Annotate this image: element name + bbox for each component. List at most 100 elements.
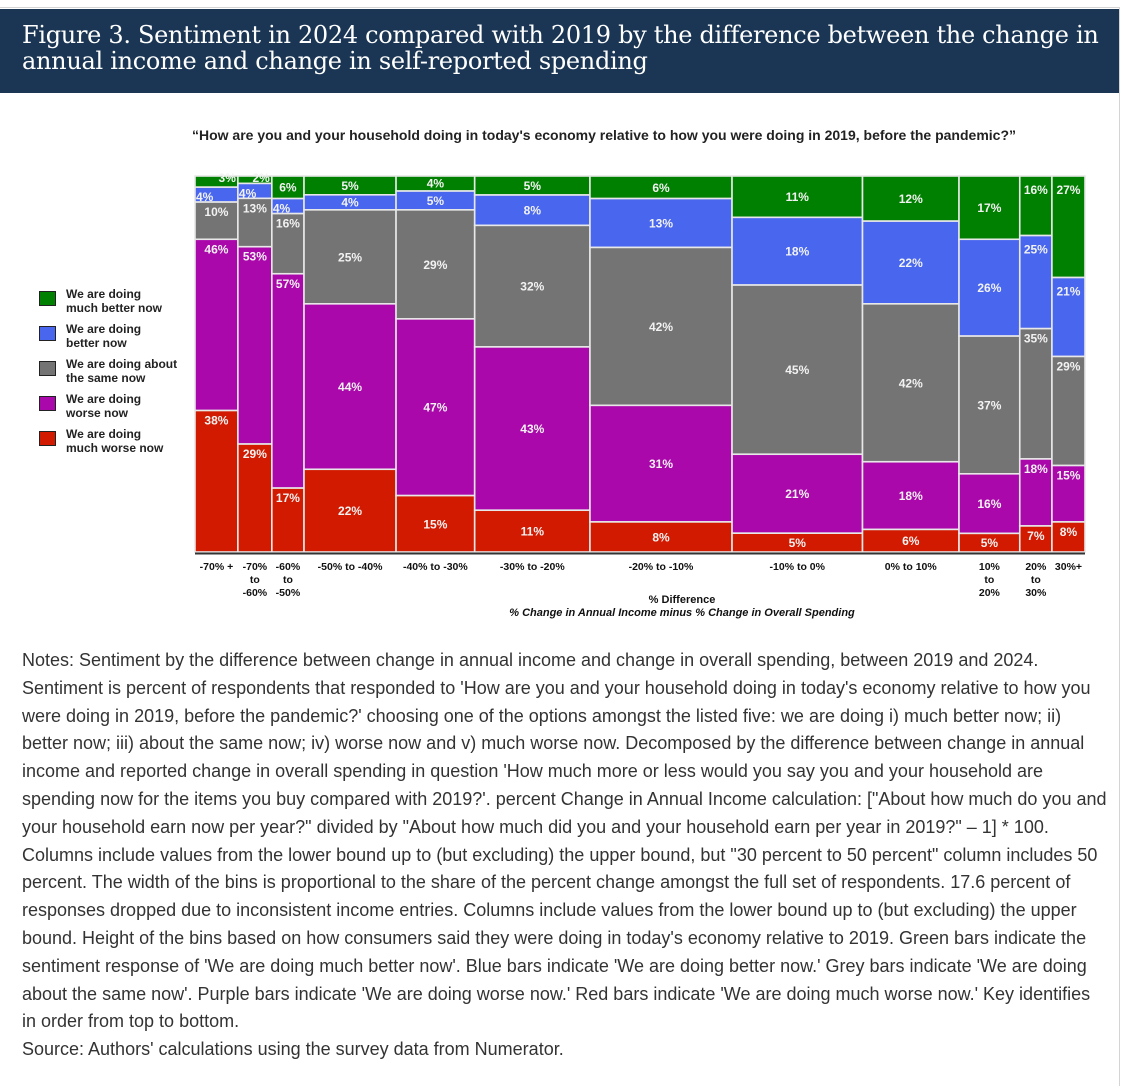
x-tick-label: -60%	[243, 587, 268, 599]
data-label: 27%	[1056, 183, 1080, 197]
data-label: 31%	[649, 457, 673, 471]
x-tick-label: -30% to -20%	[500, 561, 565, 573]
bar-segment	[589, 246, 733, 407]
data-label: 13%	[649, 217, 673, 231]
data-label: 15%	[423, 517, 447, 531]
data-label: 4%	[196, 190, 214, 204]
bar-segment	[958, 473, 1021, 535]
legend-label: We are doing worse now	[66, 392, 142, 420]
legend-label: We are doing about the same now	[66, 357, 178, 385]
data-label: 35%	[1024, 332, 1048, 346]
bar-segment	[731, 284, 864, 456]
data-label: 11%	[521, 525, 545, 539]
data-label: 25%	[338, 250, 362, 264]
bar-segment	[861, 303, 960, 463]
bar-segment	[1051, 276, 1086, 358]
mekko-chart: 3%4%10%46%38%-70% +2%4%13%53%29%-70%to-6…	[194, 171, 1086, 619]
bar-segment	[1051, 175, 1086, 279]
data-label: 10%	[204, 205, 228, 219]
data-label: 8%	[524, 204, 542, 218]
x-tick-label: -10% to 0%	[770, 561, 826, 573]
data-label: 16%	[977, 497, 1001, 511]
source-text: Source: Authors' calculations using the …	[22, 1039, 564, 1060]
x-tick-label: -70%	[243, 561, 268, 573]
data-label: 5%	[341, 179, 359, 193]
bar-segment	[395, 494, 476, 553]
data-label: 12%	[899, 192, 923, 206]
legend-swatch	[39, 431, 56, 446]
data-label: 3%	[219, 171, 237, 185]
bar-segment	[473, 224, 591, 348]
data-label: 57%	[276, 277, 300, 291]
bar-segment	[958, 238, 1021, 337]
data-label: 22%	[338, 504, 362, 518]
legend-swatch	[39, 326, 56, 341]
data-label: 15%	[1056, 469, 1080, 483]
data-label: 47%	[423, 401, 447, 415]
x-tick-label: to	[283, 574, 293, 586]
figure-header: Figure 3. Sentiment in 2024 compared wit…	[0, 9, 1119, 93]
data-label: 21%	[785, 487, 809, 501]
data-label: 17%	[977, 201, 1001, 215]
bar-segment	[303, 303, 397, 471]
data-label: 5%	[524, 179, 542, 193]
bar-segment	[861, 220, 960, 305]
bar-segment	[303, 468, 397, 553]
bar-segment	[589, 521, 733, 553]
data-label: 37%	[977, 398, 1001, 412]
data-label: 16%	[276, 217, 300, 231]
legend-label: We are doing much better now	[66, 287, 163, 315]
data-label: 45%	[785, 363, 809, 377]
data-label: 17%	[276, 491, 300, 505]
x-tick-label: -20% to -10%	[629, 561, 694, 573]
data-label: 6%	[902, 534, 920, 548]
x-tick-label: 20%	[1025, 561, 1047, 573]
bar-segment	[237, 443, 273, 553]
data-label: 26%	[977, 281, 1001, 295]
data-label: 8%	[1060, 525, 1078, 539]
bar-segment	[237, 197, 273, 248]
data-label: 22%	[899, 256, 923, 270]
bar-segment	[958, 335, 1021, 475]
x-tick-label: 0% to 10%	[885, 561, 938, 573]
x-tick-label: 30%	[1025, 587, 1047, 599]
bar-segment	[1018, 327, 1053, 460]
data-label: 8%	[652, 530, 670, 544]
data-label: 4%	[341, 195, 359, 209]
bar-segment	[861, 175, 960, 222]
data-label: 29%	[243, 447, 267, 461]
bar-segment	[194, 238, 239, 412]
legend-label: We are doing much worse now	[66, 427, 164, 455]
figure-notes: Notes: Sentiment by the difference betwe…	[22, 647, 1107, 1064]
data-label: 29%	[1056, 359, 1080, 373]
legend-label: We are doing better now	[66, 322, 142, 350]
legend-swatch	[39, 291, 56, 306]
data-label: 25%	[1024, 243, 1048, 257]
bar-segment	[1018, 525, 1053, 553]
page-frame	[0, 7, 1120, 1086]
data-label: 6%	[652, 181, 670, 195]
data-label: 2%	[253, 171, 271, 185]
data-label: 53%	[243, 250, 267, 264]
data-label: 46%	[204, 242, 228, 256]
data-label: 44%	[338, 380, 362, 394]
x-tick-label: 20%	[979, 587, 1001, 599]
data-label: 5%	[789, 536, 807, 550]
legend-swatch	[39, 396, 56, 411]
data-label: 42%	[899, 376, 923, 390]
legend-swatch	[39, 361, 56, 376]
bar-segment	[271, 212, 305, 275]
bar-segment	[237, 245, 273, 445]
x-tick-label: to	[984, 574, 994, 586]
data-label: 18%	[785, 245, 809, 259]
data-label: 42%	[649, 320, 673, 334]
data-label: 11%	[786, 190, 810, 204]
data-label: 16%	[1024, 183, 1048, 197]
x-tick-label: to	[1031, 574, 1041, 586]
data-label: 7%	[1027, 529, 1045, 543]
data-label: 32%	[520, 280, 544, 294]
bar-segment	[731, 453, 864, 534]
notes-text: Notes: Sentiment by the difference betwe…	[22, 650, 1107, 1032]
data-label: 21%	[1056, 285, 1080, 299]
data-label: 18%	[1024, 462, 1048, 476]
